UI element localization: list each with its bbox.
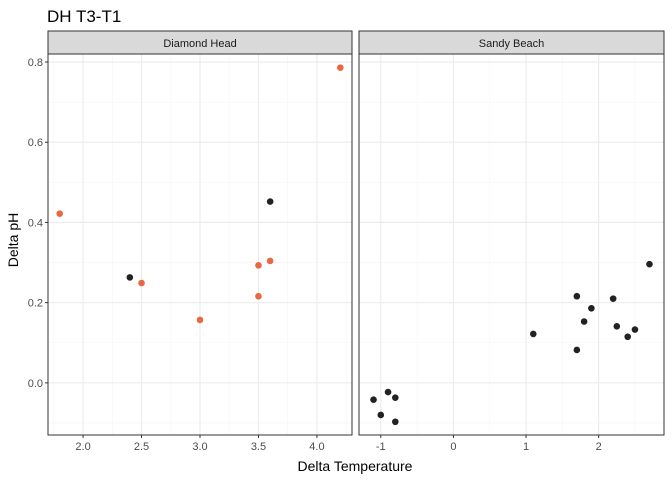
data-point bbox=[529, 330, 537, 338]
y-axis-title: Delta pH bbox=[5, 213, 21, 267]
facet-strip bbox=[47, 30, 353, 55]
data-point bbox=[384, 388, 392, 396]
data-point bbox=[266, 198, 274, 205]
data-point bbox=[126, 274, 134, 281]
data-point bbox=[56, 210, 63, 217]
data-point bbox=[580, 318, 588, 325]
facet-strip-label: Diamond Head bbox=[163, 38, 236, 50]
data-point bbox=[573, 292, 581, 300]
data-point bbox=[588, 304, 595, 312]
data-point bbox=[613, 323, 621, 330]
x-tick-label: 2.5 bbox=[134, 441, 149, 453]
data-point bbox=[138, 279, 145, 287]
y-tick-label: 0.0 bbox=[28, 378, 43, 390]
x-tick-label: 2.0 bbox=[75, 441, 90, 453]
facet-panel-diamond-head: Diamond Head 2.0 2.5 3.0 3.5 4.0 bbox=[47, 30, 353, 453]
data-point bbox=[646, 260, 653, 268]
data-point bbox=[624, 333, 631, 341]
y-tick-label: 0.4 bbox=[28, 217, 43, 229]
x-tick-label: 3.0 bbox=[192, 441, 207, 453]
data-point bbox=[266, 257, 274, 265]
x-tick-label: 4.0 bbox=[309, 441, 324, 453]
x-axis-title: Delta Temperature bbox=[298, 458, 413, 474]
facet-panels: 0.0 0.2 0.4 0.6 0.8 Diamond Head 2.0 2.5 3.0 3.5 4… bbox=[28, 30, 665, 453]
panel-background bbox=[359, 54, 664, 435]
x-tick-label: -1 bbox=[376, 441, 386, 453]
x-tick-label: 3.5 bbox=[251, 441, 266, 453]
data-point bbox=[337, 64, 344, 71]
data-point bbox=[392, 394, 399, 402]
x-tick-label: 0 bbox=[450, 441, 456, 453]
facet-strip-label: Sandy Beach bbox=[479, 38, 544, 50]
data-point bbox=[631, 326, 639, 333]
data-point bbox=[255, 292, 262, 300]
data-point bbox=[573, 346, 581, 354]
y-tick-label: 0.6 bbox=[28, 137, 43, 149]
data-point bbox=[370, 396, 377, 404]
x-tick-label: 1 bbox=[523, 441, 529, 453]
data-point bbox=[392, 418, 399, 426]
y-tick-label: 0.2 bbox=[28, 298, 43, 310]
x-tick-label: 2 bbox=[596, 441, 602, 453]
facet-panel-sandy-beach: Sandy Beach -1 0 1 2 bbox=[358, 30, 665, 453]
chart-title: DH T3-T1 bbox=[47, 7, 121, 26]
data-point bbox=[255, 262, 262, 269]
data-point bbox=[196, 316, 204, 324]
facet-strip bbox=[358, 30, 665, 55]
data-point bbox=[377, 411, 385, 419]
y-tick-label: 0.8 bbox=[28, 57, 43, 69]
data-point bbox=[609, 295, 617, 302]
